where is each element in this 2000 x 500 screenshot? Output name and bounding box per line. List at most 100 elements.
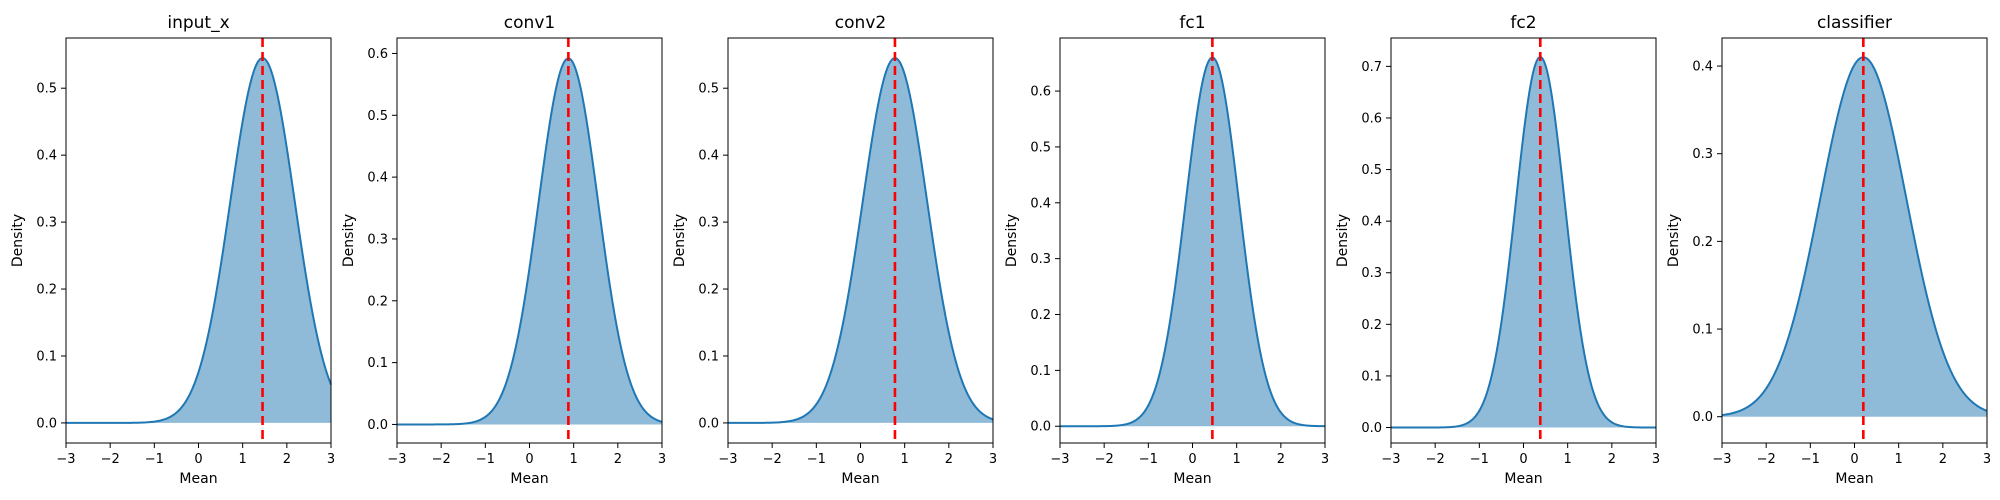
x-axis-label: Mean bbox=[179, 471, 217, 487]
x-tick-label: 0 bbox=[525, 452, 533, 467]
x-tick-label: −1 bbox=[1801, 452, 1820, 467]
y-tick-label: 0.2 bbox=[367, 294, 388, 309]
chart-title: conv1 bbox=[504, 13, 555, 33]
y-tick-label: 0.3 bbox=[1030, 252, 1051, 267]
chart-panel-fc1: −3 −2 −1 0 1 2 3 0.0 0.1 0.2 0.3 0.4 0.5 0.6 fc1 Mean De… bbox=[1004, 13, 1329, 487]
x-axis-label: Mean bbox=[1835, 471, 1873, 487]
x-tick-label: 0 bbox=[1188, 452, 1196, 467]
chart-panel-fc2: −3 −2 −1 0 1 2 3 0.0 0.1 0.2 0.3 0.4 0.5 0.6 0.7 fc2 Mea… bbox=[1335, 13, 1660, 487]
x-tick-label: −1 bbox=[1470, 452, 1489, 467]
y-tick-label: 0.5 bbox=[1361, 163, 1382, 178]
x-axis-label: Mean bbox=[1173, 471, 1211, 487]
chart-panel-conv2: −3 −2 −1 0 1 2 3 0.0 0.1 0.2 0.3 0.4 0.5 conv2 Mean Den… bbox=[672, 13, 997, 487]
x-tick-label: −3 bbox=[1050, 452, 1069, 467]
x-tick-label: 2 bbox=[614, 452, 622, 467]
y-tick-label: 0.5 bbox=[1030, 140, 1051, 155]
x-tick-label: 2 bbox=[1277, 452, 1285, 467]
x-tick-label: 1 bbox=[1895, 452, 1903, 467]
x-tick-label: 0 bbox=[194, 452, 202, 467]
density-line bbox=[728, 57, 994, 424]
y-tick-label: 0.2 bbox=[36, 283, 57, 298]
x-tick-label: 1 bbox=[901, 452, 909, 467]
density-area bbox=[1391, 57, 1656, 428]
chart-panel-classifier: −3 −2 −1 0 1 2 3 0.0 0.1 0.2 0.3 0.4 classifier Mean D… bbox=[1666, 13, 1991, 487]
chart-panel-input_x: −3 −2 −1 0 1 2 3 0.0 0.1 0.2 0.3 0.4 0.5 input_x Mean D… bbox=[10, 13, 335, 487]
x-tick-label: 0 bbox=[856, 452, 864, 467]
y-tick-label: 0.0 bbox=[698, 416, 719, 431]
x-tick-label: 2 bbox=[945, 452, 953, 467]
x-tick-label: −3 bbox=[718, 452, 737, 467]
x-tick-label: −1 bbox=[145, 452, 164, 467]
y-tick-label: 0.4 bbox=[1692, 60, 1713, 75]
x-tick-label: −3 bbox=[1381, 452, 1400, 467]
x-tick-label: 3 bbox=[1321, 452, 1329, 467]
y-tick-label: 0.6 bbox=[1030, 85, 1051, 100]
x-tick-label: −3 bbox=[387, 452, 406, 467]
y-tick-label: 0.4 bbox=[1030, 196, 1051, 211]
y-tick-label: 0.1 bbox=[1692, 323, 1713, 338]
y-tick-label: 0.3 bbox=[1692, 147, 1713, 162]
y-tick-label: 0.5 bbox=[367, 109, 388, 124]
x-tick-label: 3 bbox=[327, 452, 335, 467]
x-tick-label: −1 bbox=[476, 452, 495, 467]
x-tick-label: −2 bbox=[1426, 452, 1445, 467]
y-tick-label: 0.1 bbox=[367, 356, 388, 371]
y-tick-label: 0.0 bbox=[1361, 421, 1382, 436]
y-axis-label: Density bbox=[10, 214, 26, 267]
density-area bbox=[1060, 57, 1325, 427]
x-tick-label: −2 bbox=[101, 452, 120, 467]
density-line bbox=[397, 57, 663, 426]
y-tick-label: 0.1 bbox=[1361, 369, 1382, 384]
density-line bbox=[1391, 56, 1656, 429]
x-tick-label: 2 bbox=[1939, 452, 1947, 467]
x-tick-label: 3 bbox=[1652, 452, 1660, 467]
y-tick-label: 0.0 bbox=[36, 416, 57, 431]
density-line bbox=[1060, 56, 1326, 428]
chart-title: input_x bbox=[167, 13, 229, 33]
y-axis-label: Density bbox=[341, 214, 357, 267]
x-tick-label: −3 bbox=[1712, 452, 1731, 467]
y-tick-label: 0.0 bbox=[367, 418, 388, 433]
x-tick-label: 0 bbox=[1850, 452, 1858, 467]
x-tick-label: 2 bbox=[283, 452, 291, 467]
x-tick-label: −2 bbox=[1757, 452, 1776, 467]
y-tick-label: 0.2 bbox=[1692, 235, 1713, 250]
y-tick-label: 0.2 bbox=[1361, 318, 1382, 333]
y-tick-label: 0.1 bbox=[1030, 364, 1051, 379]
y-tick-label: 0.4 bbox=[698, 149, 719, 164]
x-tick-label: −1 bbox=[807, 452, 826, 467]
y-tick-label: 0.7 bbox=[1361, 60, 1382, 75]
y-tick-label: 0.3 bbox=[36, 216, 57, 231]
chart-title: fc2 bbox=[1510, 13, 1536, 33]
x-axis-label: Mean bbox=[1504, 471, 1542, 487]
y-axis-label: Density bbox=[1335, 214, 1351, 267]
y-axis-label: Density bbox=[1004, 214, 1020, 267]
x-tick-label: −2 bbox=[763, 452, 782, 467]
x-tick-label: 3 bbox=[658, 452, 666, 467]
x-axis-label: Mean bbox=[841, 471, 879, 487]
x-tick-label: −1 bbox=[1139, 452, 1158, 467]
y-tick-label: 0.6 bbox=[1361, 111, 1382, 126]
x-tick-label: 1 bbox=[570, 452, 578, 467]
x-tick-label: −2 bbox=[432, 452, 451, 467]
density-area bbox=[1722, 57, 1987, 417]
y-tick-label: 0.3 bbox=[698, 216, 719, 231]
y-tick-label: 0.1 bbox=[698, 349, 719, 364]
y-tick-label: 0.6 bbox=[367, 47, 388, 62]
x-tick-label: 1 bbox=[239, 452, 247, 467]
density-area bbox=[66, 58, 331, 423]
chart-title: fc1 bbox=[1179, 13, 1205, 33]
chart-title: classifier bbox=[1817, 13, 1892, 33]
density-line bbox=[1721, 56, 1988, 417]
density-area bbox=[728, 58, 993, 423]
chart-panel-conv1: −3 −2 −1 0 1 2 3 0.0 0.1 0.2 0.3 0.4 0.5 0.6 conv1 Mean… bbox=[341, 13, 666, 487]
y-tick-label: 0.5 bbox=[698, 82, 719, 97]
x-tick-label: −2 bbox=[1095, 452, 1114, 467]
y-tick-label: 0.0 bbox=[1692, 410, 1713, 425]
chart-title: conv2 bbox=[835, 13, 886, 33]
y-tick-label: 0.3 bbox=[367, 232, 388, 247]
x-axis-label: Mean bbox=[510, 471, 548, 487]
x-tick-label: 1 bbox=[1233, 452, 1241, 467]
density-area bbox=[397, 58, 662, 425]
